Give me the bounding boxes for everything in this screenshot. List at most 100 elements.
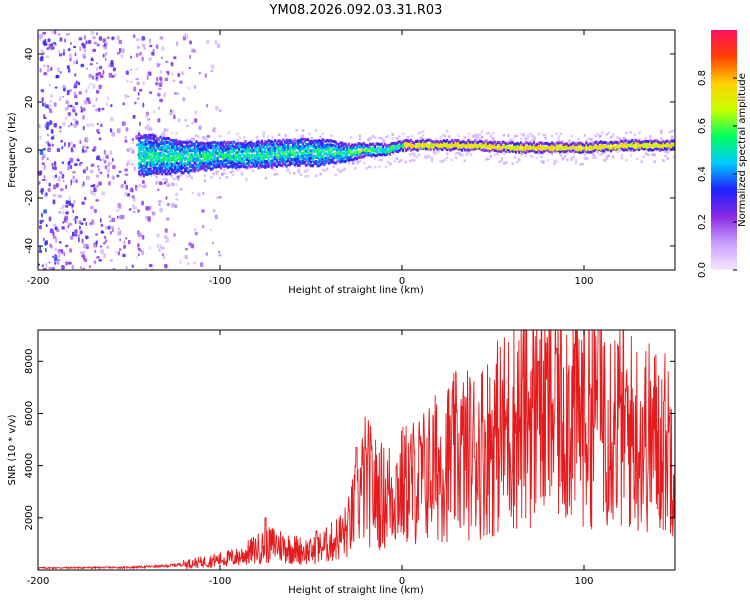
spectrogram-band-cell bbox=[380, 149, 383, 153]
spectrogram-halo-cell bbox=[489, 155, 493, 158]
spectrogram-band-cell bbox=[295, 146, 298, 150]
spectrogram-noise-cell bbox=[50, 46, 53, 51]
spectrogram-band-cell bbox=[626, 148, 629, 152]
spectrogram-band-cell bbox=[241, 159, 244, 163]
spectrogram-noise-cell bbox=[124, 93, 127, 99]
spectrogram-band-cell bbox=[228, 146, 231, 150]
spectrogram-band-cell bbox=[246, 142, 249, 146]
spectrogram-band-cell bbox=[218, 149, 221, 153]
spectrogram-noise-cell bbox=[119, 230, 122, 236]
spectrogram-band-cell bbox=[547, 145, 550, 149]
spectrogram-halo-cell bbox=[251, 139, 255, 142]
spectrogram-band-cell bbox=[629, 147, 632, 151]
spectrogram-band-cell bbox=[450, 139, 454, 143]
spectrogram-band-cell bbox=[523, 150, 526, 154]
spectrogram-band-cell bbox=[493, 144, 496, 148]
spectrogram-band-cell bbox=[146, 152, 149, 156]
spectrogram-band-cell bbox=[260, 156, 264, 160]
spectrogram-band-cell bbox=[609, 142, 613, 146]
spectrogram-band-cell bbox=[226, 147, 229, 151]
spectrogram-band-cell bbox=[139, 151, 142, 155]
spectrogram-noise-cell bbox=[108, 181, 111, 186]
spectrogram-noise-cell bbox=[107, 173, 110, 178]
spectrogram-band-cell bbox=[138, 143, 141, 147]
spectrogram-noise-cell bbox=[82, 218, 86, 222]
spectrogram-halo-cell bbox=[424, 156, 427, 159]
spectrogram-halo-cell bbox=[574, 141, 578, 144]
spectrogram-band-cell bbox=[265, 143, 269, 147]
spectrogram-band-cell bbox=[452, 141, 455, 145]
spectrogram-band-cell bbox=[182, 140, 185, 144]
spectrogram-noise-cell bbox=[99, 218, 102, 223]
spectrogram-noise-cell bbox=[149, 38, 151, 44]
spectrogram-halo-cell bbox=[369, 165, 373, 169]
spectrogram-band-cell bbox=[143, 157, 146, 161]
spectrogram-band-cell bbox=[467, 139, 470, 143]
spectrogram-band-cell bbox=[206, 162, 210, 166]
spectrogram-band-cell bbox=[434, 145, 437, 149]
spectrogram-band-cell bbox=[146, 142, 149, 146]
spectrogram-band-cell bbox=[270, 159, 273, 163]
spectrogram-band-cell bbox=[328, 155, 331, 159]
spectrogram-band-cell bbox=[300, 151, 303, 155]
spectrogram-band-cell bbox=[149, 148, 152, 152]
spectrogram-band-cell bbox=[336, 146, 339, 150]
spectrogram-band-cell bbox=[257, 143, 260, 147]
spectrogram-band-cell bbox=[670, 143, 673, 147]
spectrogram-band-cell bbox=[193, 158, 196, 162]
spectrogram-halo-cell bbox=[485, 157, 488, 161]
spectrogram-band-cell bbox=[506, 142, 509, 146]
spectrogram-noise-cell bbox=[39, 56, 44, 62]
spectrogram-noise-cell bbox=[57, 194, 60, 197]
spectrogram-noise-cell bbox=[135, 78, 140, 81]
spectrogram-noise-cell bbox=[161, 56, 163, 60]
spectrogram-band-cell bbox=[296, 143, 300, 147]
spectrogram-band-cell bbox=[149, 150, 152, 154]
spectrogram-band-cell bbox=[518, 147, 521, 151]
spectrogram-band-cell bbox=[377, 142, 380, 146]
spectrogram-halo-cell bbox=[275, 172, 279, 176]
spectrogram-noise-cell bbox=[191, 121, 194, 125]
spectrogram-noise-cell bbox=[212, 241, 215, 245]
spectrogram-band-cell bbox=[316, 151, 319, 155]
spectrogram-noise-cell bbox=[52, 199, 56, 205]
spectrogram-band-cell bbox=[637, 141, 640, 145]
spectrogram-band-cell bbox=[634, 141, 637, 145]
spectrogram-band-cell bbox=[151, 159, 154, 163]
spectrogram-halo-cell bbox=[245, 178, 248, 181]
spectrogram-band-cell bbox=[187, 170, 190, 174]
spectrogram-noise-cell bbox=[145, 206, 150, 211]
spectrogram-halo-cell bbox=[603, 159, 606, 162]
spectrogram-noise-cell bbox=[132, 114, 136, 118]
spectrogram-halo-cell bbox=[356, 161, 359, 165]
spectrogram-band-cell bbox=[242, 144, 246, 148]
spectrogram-noise-cell bbox=[83, 48, 87, 53]
spectrogram-band-cell bbox=[233, 162, 236, 166]
spectrogram-noise-cell bbox=[103, 38, 106, 42]
spectrogram-band-cell bbox=[305, 156, 308, 160]
spectrogram-noise-cell bbox=[51, 30, 54, 34]
spectrogram-band-cell bbox=[511, 141, 514, 145]
spectrogram-noise-cell bbox=[68, 261, 72, 265]
spectrogram-band-cell bbox=[455, 146, 459, 150]
spectrogram-noise-cell bbox=[52, 194, 57, 197]
spectrogram-halo-cell bbox=[142, 185, 145, 188]
spectrogram-band-cell bbox=[260, 146, 264, 150]
spectrogram-band-cell bbox=[549, 146, 552, 150]
spectrogram-noise-cell bbox=[109, 231, 112, 235]
spectrogram-band-cell bbox=[233, 164, 236, 168]
spectrogram-band-cell bbox=[262, 160, 265, 164]
spectrogram-band-cell bbox=[333, 154, 336, 158]
spectrogram-band-cell bbox=[311, 140, 314, 144]
spectrogram-band-cell bbox=[174, 171, 177, 175]
spectrogram-band-cell bbox=[260, 142, 264, 146]
spectrogram-band-cell bbox=[172, 146, 175, 150]
spectrogram-band-cell bbox=[293, 138, 296, 142]
spectrogram-halo-cell bbox=[594, 156, 597, 159]
spectrogram-noise-cell bbox=[94, 249, 97, 253]
spectrogram-band-cell bbox=[662, 139, 665, 143]
spectrogram-halo-cell bbox=[190, 137, 193, 140]
spectrogram-band-cell bbox=[159, 166, 162, 170]
spectrogram-band-cell bbox=[567, 146, 570, 150]
spectrogram-band-cell bbox=[303, 153, 306, 157]
